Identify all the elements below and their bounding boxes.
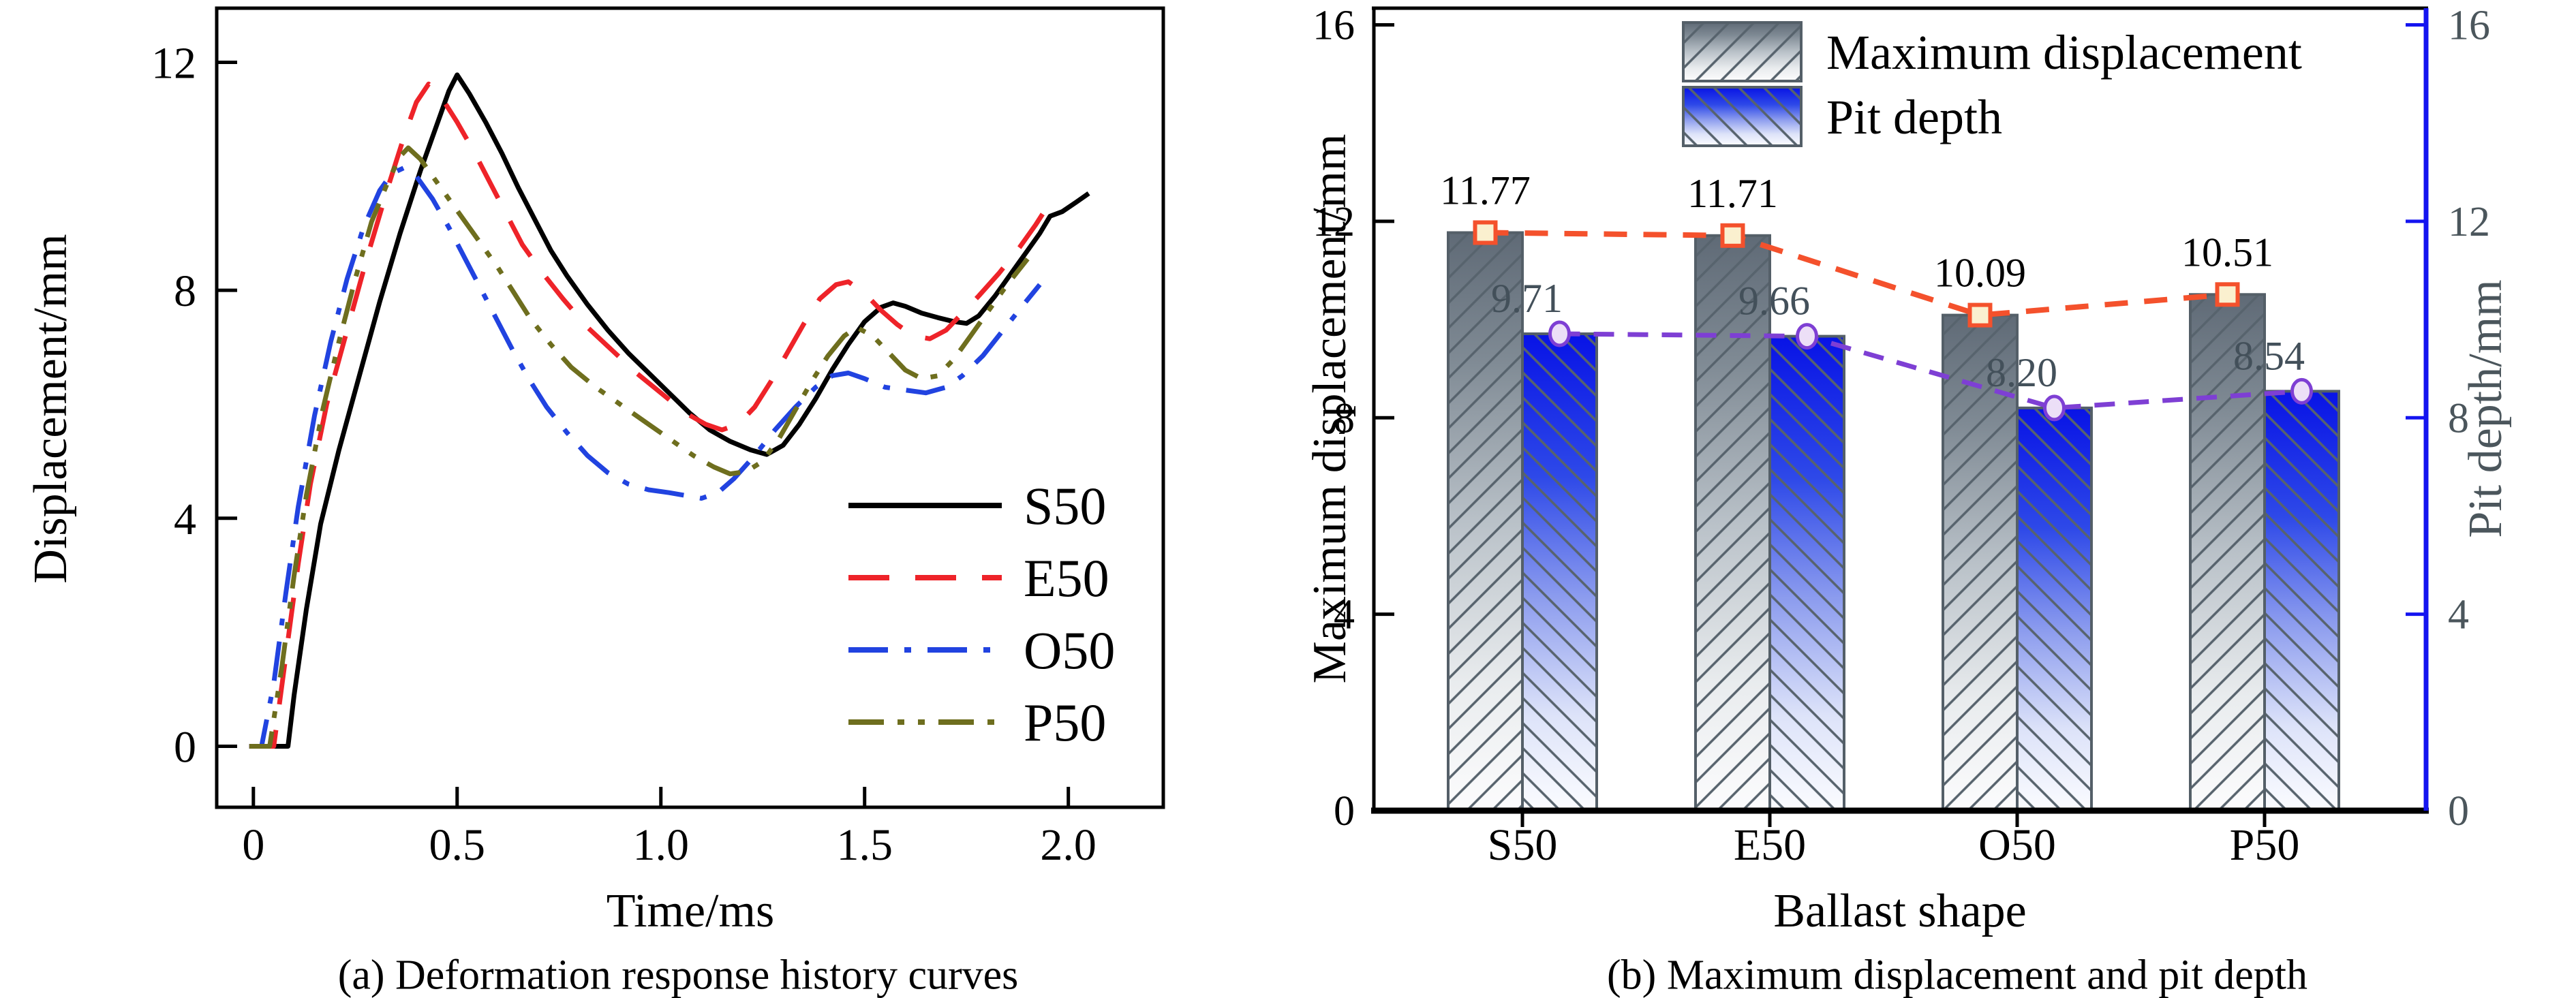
- caption-b: (b) Maximum displacement and pit depth: [1607, 952, 2307, 998]
- y-tick-label-b-right: 0: [2448, 788, 2469, 835]
- bar-pit-depth-E50-hatch: [1770, 336, 1844, 811]
- max-displacement-marker-S50: [1473, 220, 1498, 245]
- max-displacement-marker-E50: [1720, 223, 1745, 248]
- x-category-label-P50: P50: [2230, 820, 2300, 870]
- x-tick-label-a: 2.0: [1040, 820, 1097, 870]
- bar-chart-max-displacement-pit-depth: 11.77 9.71 11.71 9.66 10.09 8.20 10.51 8.54 0 0 4 4…: [1313, 3, 2490, 870]
- pit-depth-marker-E50: [1796, 323, 1818, 350]
- value-label-max-E50: 11.71: [1687, 171, 1778, 216]
- y-tick-label-b-right: 4: [2448, 592, 2469, 638]
- x-tick-label-a: 0.5: [429, 820, 486, 870]
- bar-maximum-displacement-E50-hatch: [1696, 235, 1770, 811]
- x-tick-label-a: 1.0: [632, 820, 689, 870]
- y-tick-label-a: 8: [174, 266, 196, 316]
- bar-maximum-displacement-O50-hatch: [1943, 315, 2017, 811]
- y-axis-label-b-left: Maximum displacement/mm: [1304, 134, 1356, 684]
- max-displacement-marker-O50: [1967, 302, 1993, 328]
- plot-frame-a: [215, 6, 1165, 809]
- legend-label-maximum-displacement: Maximum displacement: [1826, 25, 2302, 80]
- pit-depth-marker-S50: [1548, 320, 1571, 347]
- y-tick-label-a: 12: [151, 38, 196, 88]
- y-tick-label-b-left: 12: [1313, 199, 1355, 245]
- max-displacement-marker-P50: [2215, 282, 2240, 307]
- legend-label-O50: O50: [1024, 621, 1115, 680]
- legend-label-S50: S50: [1024, 476, 1106, 535]
- y-axis-label-a: Displacement/mm: [25, 234, 77, 584]
- bar-pit-depth-P50-hatch: [2265, 391, 2339, 811]
- y-tick-label-b-left: 8: [1334, 395, 1355, 441]
- legend-label-E50: E50: [1024, 548, 1109, 608]
- y-tick-label-b-right: 12: [2448, 199, 2490, 245]
- x-axis-label-b: Ballast shape: [1773, 885, 2027, 937]
- curve-P50: [249, 145, 1030, 749]
- y-tick-label-b-left: 16: [1313, 3, 1355, 49]
- legend-label-pit-depth: Pit depth: [1826, 90, 2002, 144]
- x-tick-label-a: 0: [242, 820, 264, 870]
- caption-a: (a) Deformation response history curves: [337, 952, 1019, 998]
- x-category-label-E50: E50: [1734, 820, 1806, 870]
- y-tick-label-a: 4: [174, 495, 196, 544]
- value-label-pit-S50: 9.71: [1491, 276, 1563, 321]
- legend-swatch-outline-1: [1682, 86, 1803, 147]
- bar-pit-depth-S50-hatch: [1522, 333, 1597, 811]
- y-tick-label-b-right: 8: [2448, 395, 2469, 441]
- value-label-max-O50: 10.09: [1934, 251, 2026, 296]
- pit-depth-line: [1559, 331, 2302, 411]
- value-label-pit-P50: 8.54: [2233, 333, 2305, 378]
- line-chart-deformation-history: 0 0.5 1.0 1.5 2.0 0 4 8 12 S50 E50 O50 P50: [151, 6, 1165, 870]
- x-axis-label-a: Time/ms: [606, 885, 775, 937]
- y-tick-label-b-left: 4: [1334, 592, 1355, 638]
- max-displacement-line: [1485, 230, 2228, 318]
- bar-maximum-displacement-P50-hatch: [2190, 294, 2265, 811]
- legend-swatch-hatch-1: [1683, 87, 1801, 146]
- legend-swatch-hatch-0: [1683, 22, 1801, 81]
- value-label-pit-E50: 9.66: [1738, 279, 1810, 324]
- legend-swatch-outline-0: [1682, 21, 1803, 82]
- x-tick-label-a: 1.5: [836, 820, 893, 870]
- x-category-label-O50: O50: [1978, 820, 2056, 870]
- x-category-label-S50: S50: [1488, 820, 1558, 870]
- value-label-max-S50: 11.77: [1440, 168, 1531, 213]
- curve-S50: [249, 72, 1090, 749]
- y-tick-label-b-right: 16: [2448, 3, 2490, 49]
- y-tick-label-b-left: 0: [1334, 788, 1355, 835]
- bar-maximum-displacement-S50-hatch: [1448, 232, 1522, 811]
- value-label-max-P50: 10.51: [2181, 230, 2273, 275]
- legend-label-P50: P50: [1024, 693, 1106, 752]
- curve-O50: [249, 165, 1042, 749]
- bar-pit-depth-O50-hatch: [2017, 407, 2091, 811]
- pit-depth-marker-P50: [2290, 377, 2313, 405]
- y-tick-label-a: 0: [174, 722, 196, 772]
- value-label-pit-O50: 8.20: [1986, 350, 2057, 395]
- y-axis-label-b-right: Pit depth/mm: [2459, 279, 2512, 538]
- curve-E50: [249, 81, 1054, 749]
- pit-depth-marker-O50: [2043, 394, 2066, 422]
